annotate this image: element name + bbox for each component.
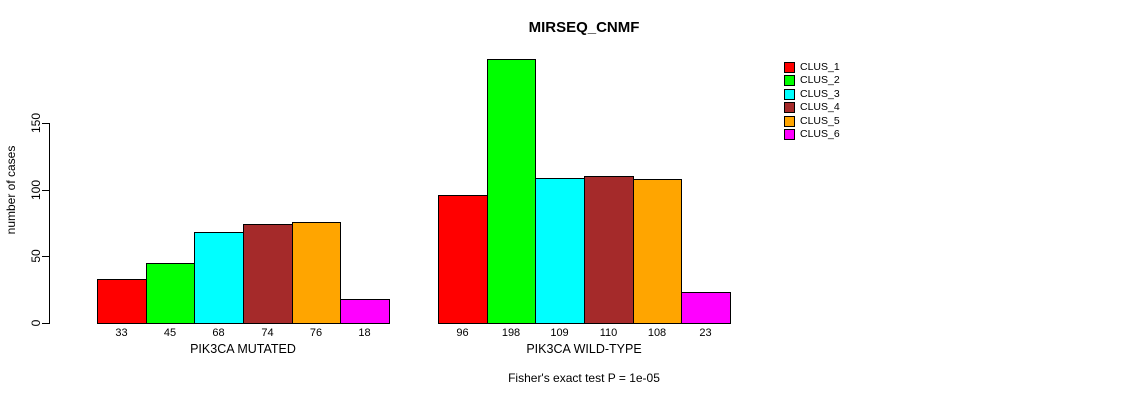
legend-color-swatch [784,115,795,127]
bar [243,224,293,324]
bar-value-label: 23 [699,327,712,339]
stat-test-caption: Fisher's exact test P = 1e-05 [508,371,660,385]
bar [340,299,390,324]
legend-item-label: CLUS_3 [800,87,840,100]
legend-item-label: CLUS_6 [800,127,840,140]
y-tick-label: 150 [29,112,43,134]
legend: CLUS_1 CLUS_2 CLUS_3 CLUS_4 CLUS_5 CLUS_6 [784,62,840,142]
bar-value-label: 110 [599,327,618,339]
bar-value-label: 109 [550,327,569,339]
bar-value-label: 198 [501,327,521,339]
chart-title: MIRSEQ_CNMF [528,19,640,36]
bar [584,176,634,324]
y-tick-label: 100 [29,179,43,201]
bar [194,232,244,324]
x-group-label: PIK3CA WILD-TYPE [526,342,642,356]
y-tick-label: 0 [29,319,43,327]
bar-value-label: 76 [309,327,323,339]
x-group-label: PIK3CA MUTATED [190,342,296,356]
y-tick-mark [42,190,49,191]
legend-color-swatch [784,102,795,114]
bar [681,292,731,324]
bar-value-label: 45 [163,327,177,339]
legend-item: CLUS_3 [784,87,840,100]
bar [438,195,488,324]
bar-value-label: 108 [647,327,667,339]
y-tick-mark [42,123,49,124]
y-tick-mark [42,323,49,324]
legend-item: CLUS_4 [784,101,840,114]
bar-value-label: 33 [115,327,128,339]
legend-color-swatch [784,128,795,140]
legend-item-label: CLUS_2 [800,74,840,87]
bar [146,263,195,324]
legend-item: CLUS_5 [784,114,840,127]
bar-value-label: 96 [456,327,469,339]
bar-value-label: 18 [358,327,371,339]
bar [292,222,341,324]
y-tick-label: 50 [29,249,43,263]
y-axis-label: number of cases [4,145,18,235]
legend-color-swatch [784,62,795,73]
bar [487,59,536,324]
legend-item-label: CLUS_1 [800,61,840,73]
bar [97,279,147,324]
legend-item: CLUS_1 [784,62,840,73]
y-axis-line [49,123,50,324]
legend-item-label: CLUS_4 [800,101,840,114]
y-tick-mark [42,256,49,257]
bar-value-label: 74 [261,327,274,339]
legend-color-swatch [784,75,795,87]
legend-item: CLUS_6 [784,127,840,140]
legend-color-swatch [784,88,795,100]
bar [633,179,682,324]
bar [535,178,585,324]
legend-item-label: CLUS_5 [800,114,840,127]
legend-item: CLUS_2 [784,74,840,87]
bar-value-label: 68 [212,327,225,339]
